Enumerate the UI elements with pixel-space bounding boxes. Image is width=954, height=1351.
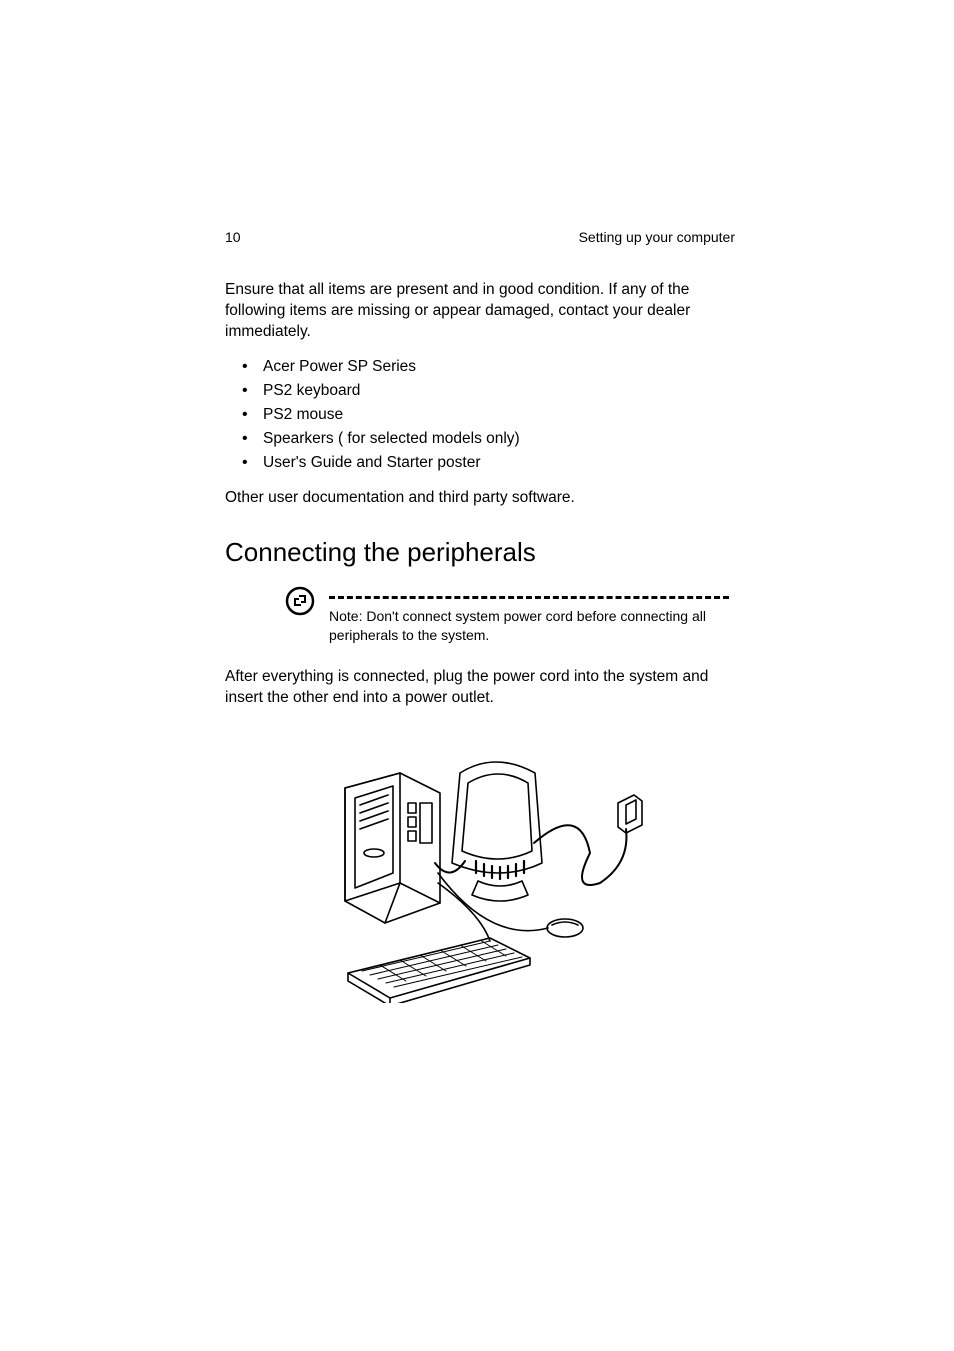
list-item: Acer Power SP Series xyxy=(225,355,735,379)
note-icon xyxy=(285,586,315,621)
list-item: PS2 mouse xyxy=(225,403,735,427)
after-note-paragraph: After everything is connected, plug the … xyxy=(225,667,735,709)
peripherals-illustration xyxy=(225,743,735,1008)
chapter-title: Setting up your computer xyxy=(579,229,735,245)
note-block: Note: Don't connect system power cord be… xyxy=(225,586,735,645)
list-item: Spearkers ( for selected models only) xyxy=(225,427,735,451)
note-text: Note: Don't connect system power cord be… xyxy=(329,607,709,645)
other-documentation-text: Other user documentation and third party… xyxy=(225,489,735,507)
page-number: 10 xyxy=(225,229,241,245)
list-item: User's Guide and Starter poster xyxy=(225,451,735,475)
list-item: PS2 keyboard xyxy=(225,379,735,403)
intro-paragraph: Ensure that all items are present and in… xyxy=(225,280,735,343)
dashed-separator xyxy=(329,596,729,599)
bullet-list: Acer Power SP Series PS2 keyboard PS2 mo… xyxy=(225,355,735,475)
note-content: Note: Don't connect system power cord be… xyxy=(329,586,735,645)
page-header: 10 Setting up your computer xyxy=(225,229,735,245)
document-page: 10 Setting up your computer Ensure that … xyxy=(225,229,735,1008)
section-heading: Connecting the peripherals xyxy=(225,537,735,568)
